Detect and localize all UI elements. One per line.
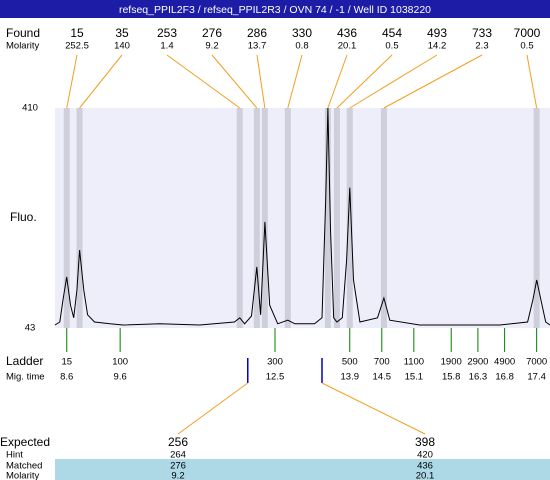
peak-connector [526,54,538,109]
ladder-size: 500 [342,357,358,368]
expected-connector [321,382,426,435]
ladder-time: 16.8 [495,372,514,383]
ladder-size: 1100 [404,357,424,368]
expected-size: 398 [415,435,435,449]
expected-size: 256 [168,435,188,449]
ladder-time: 9.6 [114,372,127,383]
peak-band [346,108,353,328]
y-axis-label: Fluo. [10,210,37,224]
plot-area [55,108,550,328]
found-molarity: 0.8 [295,41,308,52]
found-size: 436 [337,26,357,40]
ladder-size: 100 [112,357,128,368]
molarity-label: Molarity [6,41,40,52]
ladder-time: 15.1 [405,372,424,383]
hint-label: Hint [6,450,23,461]
found-molarity: 0.5 [385,41,398,52]
peak-connector [256,54,266,109]
expected-hint: 420 [417,450,433,461]
ladder-time: 15.8 [442,372,461,383]
peak-connector [349,54,438,109]
peak-band [324,108,331,328]
found-molarity: 9.2 [205,41,218,52]
peak-connector [166,54,241,109]
found-molarity: 13.7 [248,41,267,52]
found-molarity: 20.1 [338,41,357,52]
found-molarity: 140 [114,41,130,52]
expected-matched: 436 [417,461,433,472]
peak-connector [327,54,348,109]
found-label: Found [6,26,40,40]
found-size: 493 [427,26,447,40]
peak-band [63,108,70,328]
found-size: 330 [292,26,312,40]
expected-label: Expected [0,435,50,449]
expected-molarity: 9.2 [171,471,184,480]
peak-connector [211,54,258,109]
peak-band [533,108,540,328]
found-size: 35 [115,26,129,40]
expected-matched: 276 [170,461,186,472]
found-molarity: 14.2 [428,41,447,52]
title-bar [0,0,550,18]
chart-title: refseq_PPIL2F3 / refseq_PPIL2R3 / OVN 74… [119,4,431,16]
peak-connector [383,54,483,109]
ladder-time: 17.4 [527,372,546,383]
found-molarity: 252.5 [65,41,89,52]
ladder-size: 1900 [441,357,462,368]
found-size: 454 [382,26,402,40]
expected-connector [177,382,249,435]
y-tick-label: 410 [22,103,38,114]
expected-molarity: 20.1 [416,471,435,480]
ladder-time: 13.9 [341,372,360,383]
peak-connector [66,54,78,109]
found-molarity: 2.3 [475,41,488,52]
found-size: 7000 [514,26,541,40]
expected-hint: 264 [170,450,186,461]
peak-band [333,108,340,328]
peak-band [253,108,260,328]
peak-connector [287,54,303,109]
ladder-time: 8.6 [60,372,73,383]
ladder-size: 15 [61,357,72,368]
found-size: 733 [472,26,492,40]
peak-band [76,108,83,328]
ladder-label: Ladder [6,354,43,368]
ladder-size: 300 [267,357,283,368]
peak-band [236,108,243,328]
trace-line [54,107,550,326]
found-size: 253 [157,26,177,40]
matched-band [55,459,550,480]
ladder-size: 2900 [467,357,488,368]
found-size: 15 [70,26,84,40]
found-size: 286 [247,26,267,40]
found-molarity: 0.5 [520,41,533,52]
ladder-size: 4900 [494,357,515,368]
peak-band [284,108,291,328]
ladder-size: 7000 [526,357,547,368]
found-molarity: 1.4 [160,41,173,52]
found-size: 276 [202,26,222,40]
expected-molarity-label: Molarity [6,471,40,480]
peak-band [261,108,268,328]
mig-time-label: Mig. time [6,372,45,383]
ladder-size: 700 [374,357,390,368]
ladder-time: 12.5 [266,372,285,383]
peak-connector [79,54,123,109]
y-tick-label: 43 [25,323,36,334]
ladder-time: 16.3 [469,372,488,383]
peak-band [380,108,387,328]
ladder-time: 14.5 [373,372,392,383]
peak-connector [336,54,393,109]
matched-label: Matched [6,461,42,472]
